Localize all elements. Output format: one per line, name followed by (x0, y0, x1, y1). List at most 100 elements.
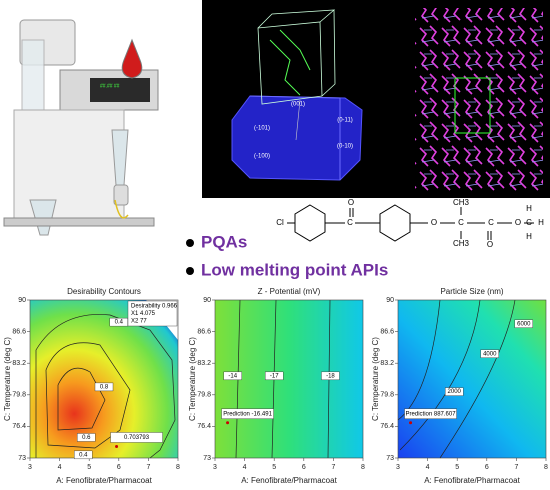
atom-label: CH3 (453, 198, 470, 207)
y-tick-label: 79.8 (197, 392, 211, 399)
contour-label: -18 (326, 373, 335, 379)
contour-label-box (480, 349, 499, 358)
x-axis-label: A: Fenofibrate/Pharmacoat (424, 476, 520, 485)
crystal-lattice (415, 8, 543, 193)
x-tick-label: 6 (485, 464, 489, 471)
legend-box (127, 300, 178, 327)
x-tick-label: 3 (28, 464, 32, 471)
prediction-label: Prediction -16.491 (223, 411, 272, 417)
bullet-text: PQAs (201, 232, 247, 251)
legend-entry: X2 77 (131, 319, 147, 325)
atom-label: H (526, 232, 532, 241)
y-axis-label: C: Temperature (deg C) (188, 337, 197, 421)
atom-label: H (526, 204, 532, 213)
x-tick-label: 3 (396, 464, 400, 471)
y-axis-label: C: Temperature (deg C) (371, 337, 380, 421)
contour-label: 2000 (448, 389, 462, 395)
y-tick-label: 76.4 (12, 423, 26, 430)
contour-label-box (514, 319, 533, 328)
atom-label: O (487, 240, 493, 249)
prediction-label: Prediction 887.607 (406, 411, 457, 417)
face-label: (0-11) (337, 118, 353, 124)
contour-label: 0.6 (82, 435, 91, 441)
contour-label-box (74, 450, 93, 460)
contour-label-box (223, 371, 242, 381)
x-tick-label: 5 (87, 464, 91, 471)
face-label: (001) (291, 102, 305, 108)
atom-label: C (526, 218, 532, 227)
face-label: (0-10) (337, 144, 353, 150)
prediction-point (226, 421, 230, 425)
bullet-dot (186, 239, 194, 247)
x-tick-label: 6 (117, 464, 121, 471)
atom-label: C (458, 218, 464, 227)
y-tick-label: 86.6 (197, 328, 211, 335)
x-tick-label: 4 (426, 464, 430, 471)
molecule-structure (287, 204, 534, 242)
x-tick-label: 5 (455, 464, 459, 471)
panel-title: Particle Size (nm) (440, 287, 503, 296)
contour-label-box (94, 382, 114, 392)
contour-label-box (265, 371, 284, 381)
atom-label: C (347, 218, 353, 227)
contour-label: 0.4 (79, 452, 88, 458)
x-tick-label: 7 (514, 464, 518, 471)
y-axis-label: C: Temperature (deg C) (3, 337, 12, 421)
y-tick-label: 90 (18, 297, 26, 304)
x-tick-label: 8 (544, 464, 548, 471)
y-tick-label: 83.2 (197, 360, 211, 367)
contour-label: 4000 (483, 351, 497, 357)
prediction-label: 0.703793 (124, 435, 150, 441)
y-tick-label: 79.8 (12, 392, 26, 399)
y-tick-label: 76.4 (197, 423, 211, 430)
panel-title: Desirability Contours (67, 287, 141, 296)
face-label: (-101) (254, 126, 270, 132)
prediction-point (115, 444, 119, 448)
y-tick-label: 73 (386, 455, 394, 462)
x-tick-label: 4 (243, 464, 247, 471)
face-label: (-100) (254, 154, 270, 160)
atom-label: O (515, 218, 521, 227)
contour-label-box (77, 433, 96, 442)
atom-label: H (538, 218, 544, 227)
unit-cell (454, 77, 491, 134)
y-tick-label: 73 (203, 455, 211, 462)
contour-label-box (321, 371, 340, 381)
x-tick-label: 8 (361, 464, 365, 471)
axes-frames (29, 299, 547, 459)
y-tick-label: 73 (18, 455, 26, 462)
prediction-box (221, 408, 274, 419)
y-tick-label: 83.2 (380, 360, 394, 367)
x-axis-label: A: Fenofibrate/Pharmacoat (241, 476, 337, 485)
contour-label: 6000 (517, 321, 531, 327)
prediction-box (404, 408, 457, 419)
x-tick-label: 5 (272, 464, 276, 471)
legend-entry: Desirability 0.966 (131, 304, 178, 310)
x-tick-label: 7 (146, 464, 150, 471)
contour-label: 0.8 (100, 384, 109, 390)
y-tick-label: 86.6 (380, 328, 394, 335)
x-tick-label: 3 (213, 464, 217, 471)
prediction-box (110, 432, 163, 443)
y-tick-label: 90 (386, 297, 394, 304)
contour-label-box (445, 387, 464, 396)
x-tick-label: 4 (58, 464, 62, 471)
x-axis-label: A: Fenofibrate/Pharmacoat (56, 476, 152, 485)
bullet-dot (186, 267, 194, 275)
atom-label: O (348, 198, 354, 207)
y-tick-label: 76.4 (380, 423, 394, 430)
svg-text:##.## ##: ##.## ## (100, 83, 120, 89)
y-tick-label: 79.8 (380, 392, 394, 399)
contour-label: -14 (228, 373, 237, 379)
contour-fill (30, 300, 178, 458)
atom-label: CH3 (453, 239, 470, 248)
y-tick-label: 83.2 (12, 360, 26, 367)
bullet-text: Low melting point APIs (201, 260, 388, 279)
y-tick-label: 86.6 (12, 328, 26, 335)
x-tick-label: 6 (302, 464, 306, 471)
x-tick-label: 8 (176, 464, 180, 471)
atom-label: Cl (276, 218, 284, 227)
crystal-habit (231, 9, 363, 181)
contour-label: -17 (270, 373, 279, 379)
